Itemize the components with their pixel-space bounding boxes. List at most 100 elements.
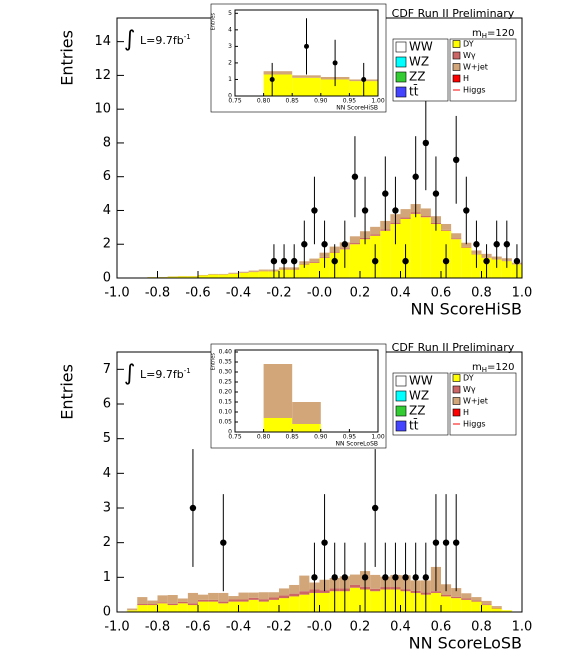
- histogram-bar: [218, 274, 229, 278]
- histogram-bar: [157, 603, 168, 612]
- legend-swatch: [452, 385, 461, 394]
- histogram-bar: [263, 71, 293, 75]
- histogram-bar: [198, 275, 209, 278]
- data-point: [269, 76, 275, 82]
- luminosity-text: L=9.7fb: [140, 34, 184, 47]
- data-point: [341, 241, 349, 248]
- histogram-bar: [481, 604, 492, 606]
- data-point: [331, 574, 338, 581]
- histogram-bar: [208, 601, 219, 612]
- data-point: [351, 173, 359, 180]
- x-tick-label: 0.95: [343, 434, 357, 441]
- data-point: [432, 539, 440, 546]
- histogram-bar: [218, 601, 229, 604]
- data-point: [402, 257, 409, 265]
- data-point: [220, 539, 227, 546]
- histogram-bar: [177, 598, 188, 602]
- histogram-bar: [218, 592, 229, 602]
- histogram-bar: [501, 261, 512, 278]
- histogram-bar: [127, 610, 138, 612]
- y-tick-label: 0.25: [219, 379, 233, 386]
- data-point: [483, 257, 490, 265]
- histogram-bar: [380, 230, 391, 278]
- x-tick-label: 0.8: [471, 286, 492, 301]
- histogram-bar: [319, 592, 330, 612]
- legend-swatch: [452, 51, 461, 60]
- histogram-bar: [208, 274, 219, 278]
- histogram-bar: [410, 213, 421, 278]
- histogram-bar: [471, 601, 482, 612]
- histogram-bar: [198, 601, 209, 612]
- legend-swatch: [452, 40, 461, 48]
- histogram-bar: [208, 592, 219, 600]
- histogram-bar: [248, 599, 259, 612]
- histogram-bar: [319, 590, 330, 593]
- luminosity-text: L=9.7fb: [140, 368, 184, 381]
- histogram-bar: [147, 604, 158, 606]
- legend-label: ZZ: [409, 404, 425, 418]
- data-point: [311, 207, 318, 214]
- x-tick-label: -1.0: [104, 286, 129, 301]
- data-point: [341, 574, 349, 581]
- y-tick-label: 0.15: [219, 399, 233, 406]
- legend-swatch: [452, 408, 461, 417]
- histogram-bar: [238, 592, 249, 600]
- histogram-bar: [258, 592, 269, 600]
- data-point: [280, 257, 288, 265]
- data-point: [270, 257, 278, 265]
- y-tick-label: 0.35: [219, 359, 233, 366]
- histogram-bar: [157, 595, 168, 603]
- histogram-bar: [268, 592, 279, 598]
- histogram-bar: [248, 272, 259, 278]
- data-point: [513, 257, 521, 265]
- histogram-bar: [258, 271, 269, 278]
- histogram-bar: [441, 596, 452, 612]
- y-tick-label: 3: [228, 43, 232, 50]
- histogram-bar: [360, 239, 371, 278]
- histogram-bar: [349, 243, 360, 245]
- y-tick-label: 1: [103, 570, 111, 585]
- x-tick-label: -1.0: [104, 620, 129, 635]
- histogram-bar: [292, 402, 321, 424]
- y-axis-label: Entries: [58, 30, 77, 86]
- histogram-bar: [349, 587, 360, 612]
- integral-sign: ∫: [124, 361, 135, 386]
- histogram-bar: [167, 595, 178, 604]
- histogram-bar: [420, 216, 431, 218]
- histogram-bar: [258, 269, 269, 271]
- x-axis-label: NN ScoreLoSB: [409, 634, 522, 653]
- histogram-bar: [228, 596, 239, 600]
- histogram-bar: [268, 597, 279, 600]
- data-point: [452, 539, 460, 546]
- legend-label: Higgs: [463, 420, 486, 429]
- legend-label: H: [463, 74, 469, 83]
- histogram-bar: [238, 601, 249, 612]
- histogram-bar: [263, 418, 293, 432]
- histogram-bar: [461, 599, 472, 612]
- data-point: [361, 76, 367, 82]
- data-point: [382, 574, 389, 581]
- y-tick-label: 7: [103, 362, 111, 377]
- x-tick-label: 0.6: [431, 286, 452, 301]
- x-axis-label: NN ScoreHiSB: [336, 105, 378, 112]
- histogram-bar: [167, 603, 178, 606]
- histogram-bar: [208, 273, 219, 275]
- x-tick-label: -0.0: [307, 620, 332, 635]
- histogram-bar: [370, 574, 381, 589]
- histogram-bar: [198, 594, 209, 600]
- histogram-bar: [147, 600, 158, 605]
- histogram-bar: [420, 217, 431, 278]
- x-tick-label: 0.80: [257, 434, 271, 441]
- data-point: [321, 539, 328, 546]
- y-tick-label: 0.40: [219, 349, 233, 356]
- data-point: [304, 43, 309, 49]
- legend-swatch: [395, 420, 407, 432]
- y-tick-label: 3: [103, 501, 111, 516]
- data-point: [189, 504, 197, 512]
- y-axis-label: Entries: [211, 353, 217, 371]
- legend-swatch: [452, 397, 461, 405]
- histogram-bar: [198, 599, 209, 602]
- x-tick-label: 0.85: [286, 98, 300, 105]
- luminosity-exponent: -1: [184, 367, 191, 375]
- histogram-bar: [218, 603, 229, 612]
